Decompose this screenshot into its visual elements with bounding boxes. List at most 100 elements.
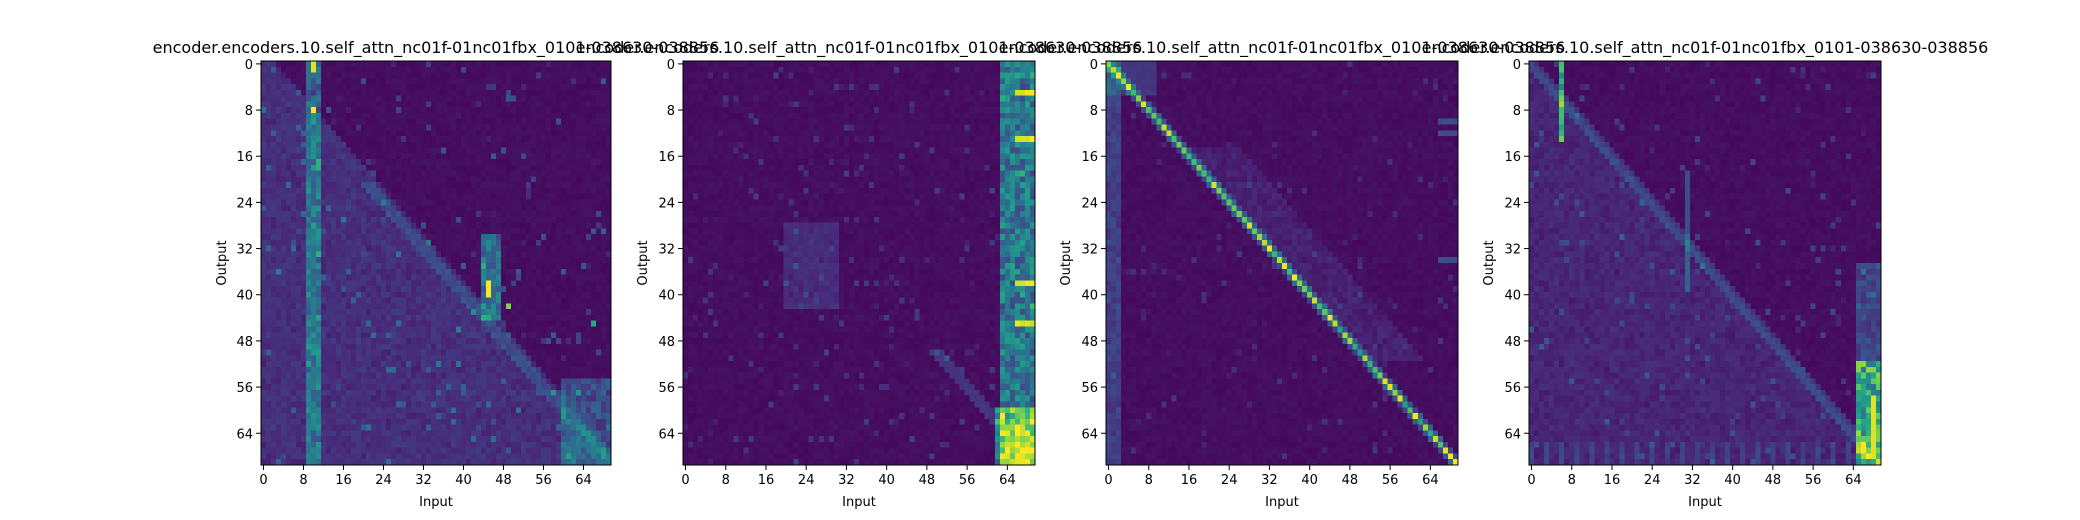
panel-title: encoder.encoders.10.self_attn_nc01f-01nc… [1422,38,1989,58]
y-tick-label: 64 [658,427,675,442]
x-tick-label: 32 [1684,473,1701,488]
plot-frame [682,60,1036,466]
x-tick-label: 64 [575,473,592,488]
x-tick-label: 40 [1301,473,1318,488]
x-tick-label: 48 [919,473,936,488]
x-tick-label: 16 [1181,473,1198,488]
x-tick-label: 8 [1568,473,1576,488]
y-tick-label: 48 [1081,335,1098,350]
x-tick-label: 24 [1221,473,1238,488]
y-tick-label: 32 [236,243,253,258]
y-tick-label: 16 [1081,150,1098,165]
y-tick-label: 32 [1081,243,1098,258]
y-tick-label: 0 [1513,58,1521,73]
x-axis-ticks: 0 8 16 24 32 40 48 56 64 [681,465,1016,488]
x-tick-label: 8 [722,473,730,488]
y-tick-label: 48 [658,335,675,350]
y-axis-label: Output [1059,240,1074,285]
y-tick-label: 24 [236,196,253,211]
plot-frame [260,60,612,466]
x-tick-label: 16 [335,473,352,488]
y-tick-label: 32 [1504,243,1521,258]
y-tick-label: 8 [1090,104,1098,119]
y-tick-label: 64 [236,427,253,442]
heatmap-image [1106,61,1458,465]
x-tick-label: 0 [1104,473,1112,488]
x-tick-label: 64 [999,473,1016,488]
heatmap-panel-2: 0 8 16 24 32 40 48 56 64 0 8 16 24 32 40 48 56 64 encode… [576,38,1143,510]
x-tick-label: 48 [1342,473,1359,488]
y-tick-label: 64 [1081,427,1098,442]
y-tick-label: 40 [658,289,675,304]
heatmap-panel-4: 0 8 16 24 32 40 48 56 64 0 8 16 24 32 40 48 56 64 encode… [1422,38,1989,510]
x-tick-label: 16 [1604,473,1621,488]
x-axis-label: Input [1265,495,1299,510]
y-tick-label: 40 [1504,289,1521,304]
plot-frame [1528,60,1882,466]
y-axis-ticks: 0 8 16 24 32 40 48 56 64 [1081,58,1106,442]
heatmap-panel-1: 0 8 16 24 32 40 48 56 64 0 8 16 24 32 40 48 56 64 encode… [153,38,720,510]
y-tick-label: 16 [658,150,675,165]
x-tick-label: 64 [1845,473,1862,488]
x-axis-ticks: 0 8 16 24 32 40 48 56 64 [1527,465,1862,488]
x-axis-ticks: 0 8 16 24 32 40 48 56 64 [1104,465,1439,488]
y-tick-label: 8 [667,104,675,119]
y-axis-ticks: 0 8 16 24 32 40 48 56 64 [658,58,683,442]
x-tick-label: 56 [959,473,976,488]
y-axis-label: Output [636,240,651,285]
heatmap-image [261,61,611,465]
x-tick-label: 40 [878,473,895,488]
x-tick-label: 40 [455,473,472,488]
y-axis-ticks: 0 8 16 24 32 40 48 56 64 [236,58,261,442]
y-tick-label: 0 [667,58,675,73]
y-tick-label: 32 [658,243,675,258]
y-tick-label: 56 [1504,381,1521,396]
y-tick-label: 48 [236,335,253,350]
y-tick-label: 24 [658,196,675,211]
x-tick-label: 8 [299,473,307,488]
x-axis-label: Input [1688,495,1722,510]
heatmap-image [683,61,1035,465]
x-tick-label: 56 [1805,473,1822,488]
x-tick-label: 24 [1644,473,1661,488]
y-tick-label: 56 [658,381,675,396]
y-tick-label: 56 [1081,381,1098,396]
y-tick-label: 24 [1504,196,1521,211]
panel-title: encoder.encoders.10.self_attn_nc01f-01nc… [153,38,720,58]
x-tick-label: 40 [1724,473,1741,488]
y-tick-label: 0 [245,58,253,73]
y-tick-label: 48 [1504,335,1521,350]
x-axis-ticks: 0 8 16 24 32 40 48 56 64 [259,465,592,488]
panel-title: encoder.encoders.10.self_attn_nc01f-01nc… [999,38,1566,58]
x-tick-label: 24 [375,473,392,488]
y-axis-label: Output [215,240,230,285]
y-tick-label: 24 [1081,196,1098,211]
y-axis-label: Output [1482,240,1497,285]
x-tick-label: 0 [1527,473,1535,488]
heatmap-image [1529,61,1881,465]
y-tick-label: 0 [1090,58,1098,73]
x-tick-label: 24 [798,473,815,488]
y-axis-ticks: 0 8 16 24 32 40 48 56 64 [1504,58,1529,442]
y-tick-label: 8 [245,104,253,119]
x-tick-label: 0 [681,473,689,488]
x-tick-label: 48 [495,473,512,488]
x-tick-label: 64 [1422,473,1439,488]
x-tick-label: 56 [1382,473,1399,488]
x-tick-label: 8 [1145,473,1153,488]
x-tick-label: 48 [1765,473,1782,488]
heatmap-panel-3: 0 8 16 24 32 40 48 56 64 0 8 16 24 32 40 48 56 64 encode… [999,38,1566,510]
x-tick-label: 56 [535,473,552,488]
y-tick-label: 56 [236,381,253,396]
y-tick-label: 40 [1081,289,1098,304]
y-tick-label: 16 [1504,150,1521,165]
y-tick-label: 8 [1513,104,1521,119]
y-tick-label: 40 [236,289,253,304]
x-tick-label: 16 [758,473,775,488]
x-tick-label: 32 [838,473,855,488]
x-axis-label: Input [842,495,876,510]
x-axis-label: Input [419,495,453,510]
x-tick-label: 32 [1261,473,1278,488]
y-tick-label: 16 [236,150,253,165]
